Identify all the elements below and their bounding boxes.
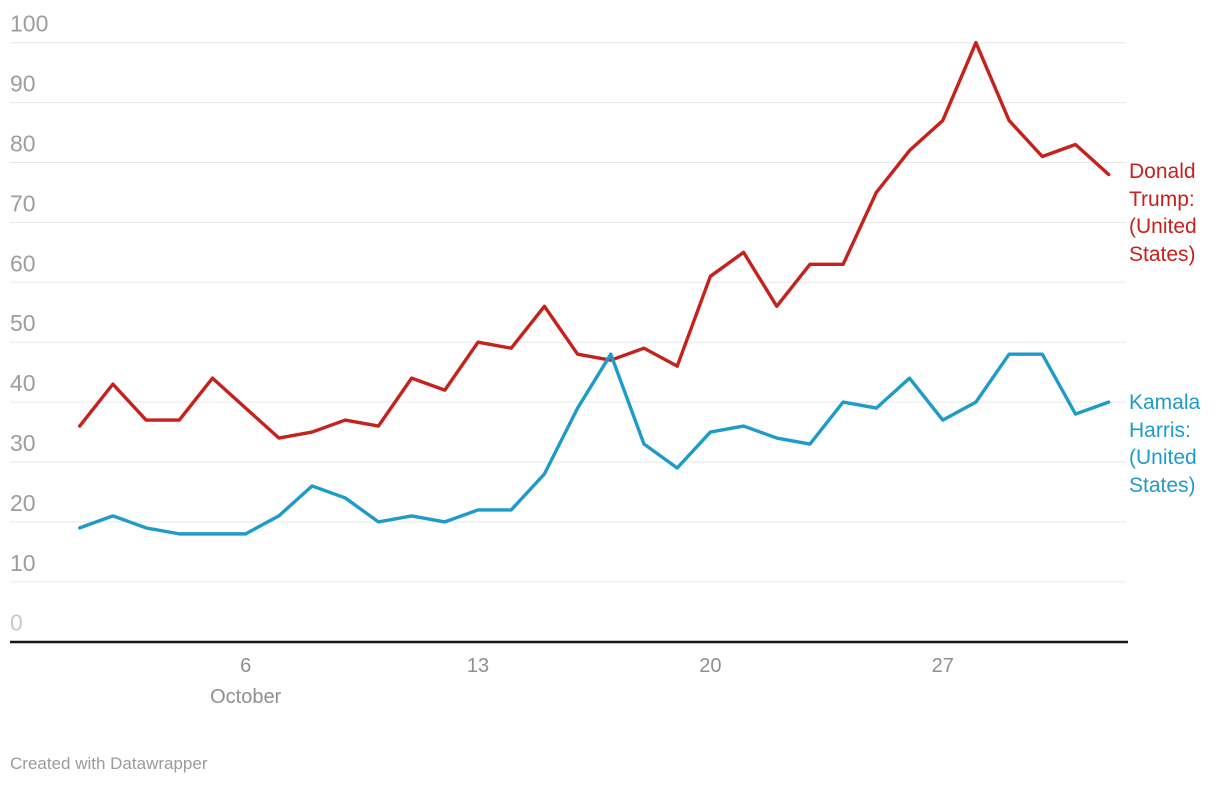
x-axis-month-label: October [210,686,281,708]
y-tick-label: 50 [10,310,36,336]
x-tick-label: 6 [240,655,251,677]
y-tick-label: 30 [10,430,36,456]
series-label-trump: Donald Trump: (United States) [1129,160,1197,266]
series-label-harris: Kamala Harris: (United States) [1129,391,1201,497]
series-line-harris [77,352,1111,536]
y-tick-label: 80 [10,131,36,157]
y-tick-label: 40 [10,370,36,396]
y-tick-label: 0 [10,610,23,636]
y-tick-label: 10 [10,550,36,576]
x-tick-label: 20 [699,655,721,677]
series-line-trump [77,41,1111,440]
datawrapper-credit: Created with Datawrapper [10,754,208,773]
y-tick-label: 70 [10,190,36,216]
y-tick-label: 90 [10,71,36,97]
x-tick-label: 13 [467,655,489,677]
y-tick-label: 100 [10,11,48,37]
y-tick-label: 60 [10,250,36,276]
y-tick-label: 20 [10,490,36,516]
x-tick-label: 27 [932,655,954,677]
